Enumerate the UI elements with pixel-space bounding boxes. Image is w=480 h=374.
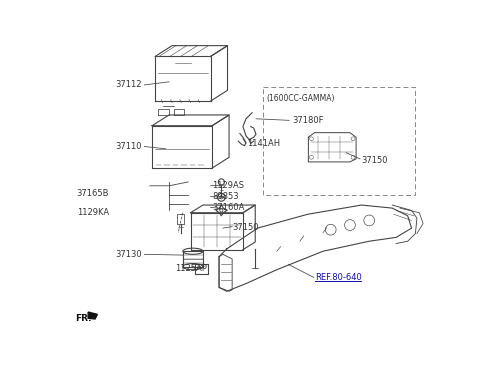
Text: 37160A: 37160A [212, 203, 244, 212]
Text: 1125AP: 1125AP [175, 264, 207, 273]
Text: 1129KA: 1129KA [77, 208, 109, 217]
Text: 37180F: 37180F [292, 116, 324, 125]
Text: 37112: 37112 [116, 80, 142, 89]
Text: 37130: 37130 [115, 250, 142, 259]
Text: 1141AH: 1141AH [248, 139, 281, 148]
Text: 37150: 37150 [361, 156, 388, 165]
Text: 37110: 37110 [116, 142, 142, 151]
Text: (1600CC-GAMMA): (1600CC-GAMMA) [266, 94, 335, 103]
Text: FR.: FR. [75, 315, 92, 324]
Text: 37165B: 37165B [77, 189, 109, 198]
Text: 1129AS: 1129AS [212, 181, 244, 190]
Text: 37150: 37150 [232, 223, 259, 232]
Text: 89853: 89853 [212, 192, 239, 201]
Text: REF.80-640: REF.80-640 [315, 273, 362, 282]
Polygon shape [88, 312, 97, 319]
